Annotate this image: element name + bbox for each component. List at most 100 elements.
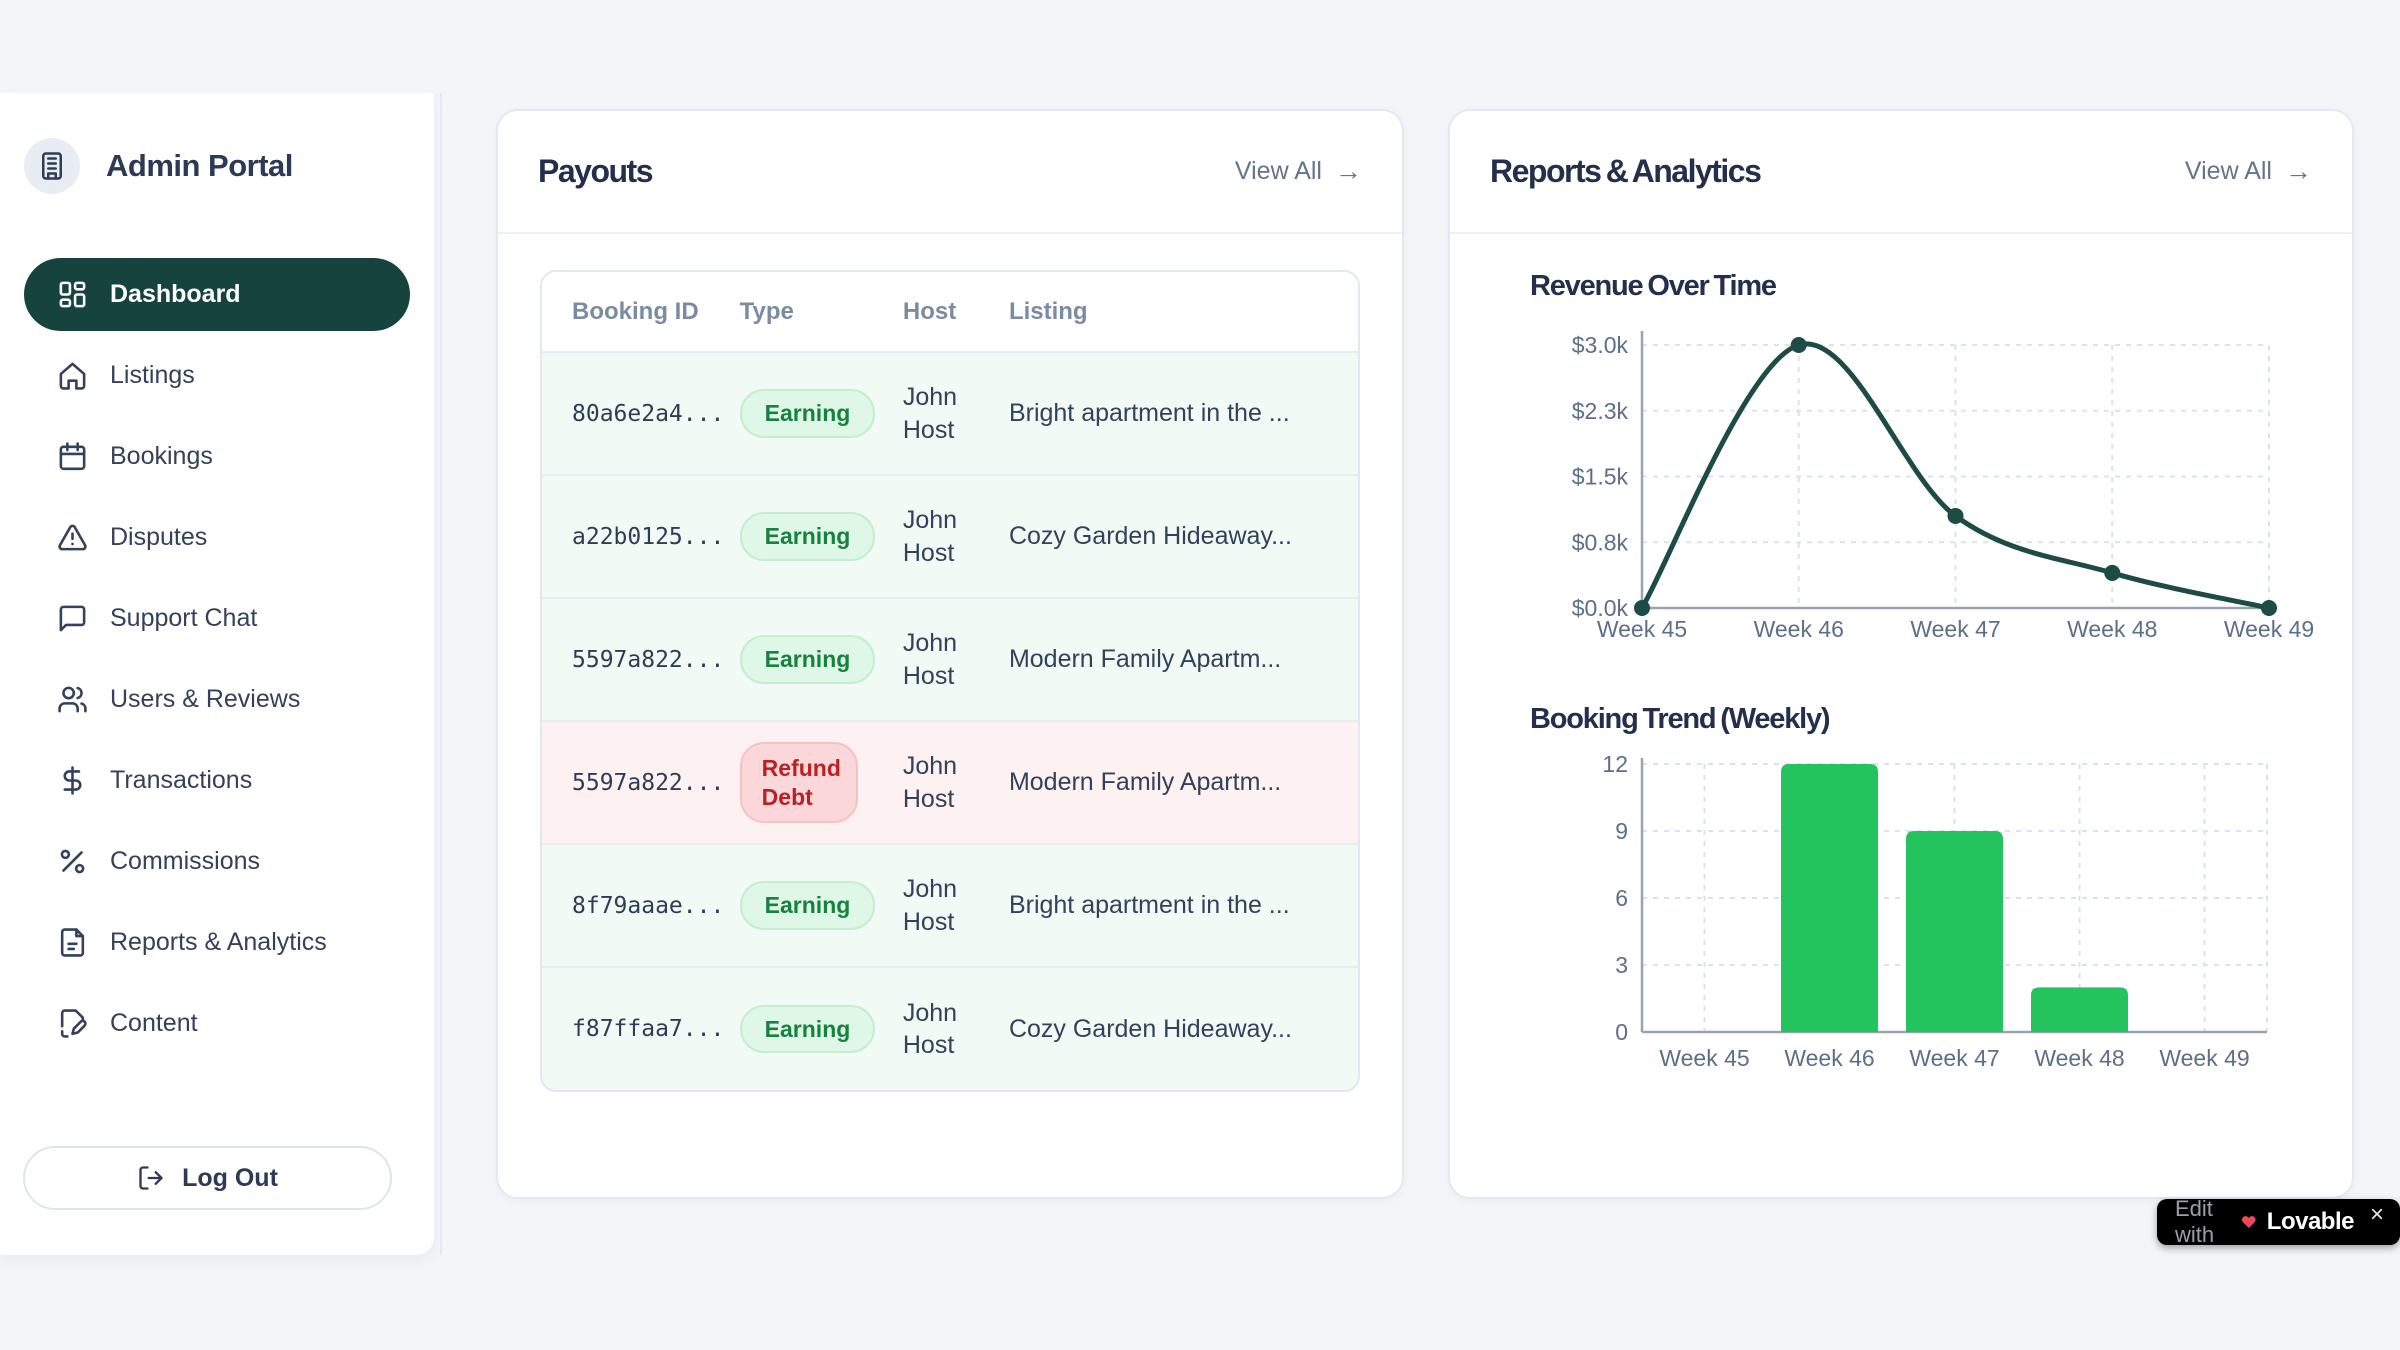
booking-trend-bar-chart: 0 3 6 9 12 Week 45 Week 46 Week 47 Week 48 Week 4… (1602, 751, 2268, 1071)
logout-icon (137, 1164, 165, 1192)
svg-text:Week 45: Week 45 (1659, 1045, 1749, 1071)
dollar-icon (63, 766, 82, 795)
edit-with-lovable-badge[interactable]: Edit with Lovable × (2157, 1196, 2400, 1247)
sidebar-item-bookings[interactable]: Bookings (24, 420, 410, 493)
close-icon[interactable]: × (2369, 1201, 2384, 1228)
host-cell: John Host (902, 629, 958, 690)
svg-text:Week 45: Week 45 (1597, 616, 1687, 642)
svg-text:$1.5k: $1.5k (1572, 464, 1629, 490)
svg-text:12: 12 (1602, 751, 1628, 777)
booking-id-cell: 5597a822... (572, 769, 725, 796)
lovable-brand-label: Lovable (2266, 1208, 2355, 1235)
svg-text:Week 49: Week 49 (2224, 616, 2314, 642)
column-header-type: Type (729, 272, 893, 353)
sidebar-item-label: Bookings (110, 442, 213, 470)
revenue-chart-title: Revenue Over Time (1530, 270, 1777, 302)
host-cell: John Host (902, 752, 958, 813)
arrow-right-icon: → (1335, 156, 1362, 186)
svg-text:Week 46: Week 46 (1754, 616, 1844, 642)
type-cell: Earning (730, 844, 893, 967)
svg-text:$3.0k: $3.0k (1572, 332, 1629, 358)
payouts-view-all-label: View All (1234, 157, 1322, 185)
sidebar: Admin Portal Dashboard Listings Bookings Di… (0, 93, 434, 1255)
svg-text:Week 47: Week 47 (1910, 616, 2000, 642)
brand: Admin Portal (0, 93, 434, 194)
app-title: Admin Portal (106, 148, 293, 183)
sidebar-item-transactions[interactable]: Transactions (24, 744, 410, 817)
heart-icon (2242, 1216, 2256, 1229)
warning-triangle-icon (58, 524, 87, 551)
listing-cell: Modern Family Apartm... (1008, 645, 1282, 673)
percent-icon (60, 849, 85, 874)
type-cell: Earning (730, 352, 893, 475)
column-header-listing: Listing (998, 272, 1358, 353)
sidebar-item-label: Content (110, 1009, 198, 1037)
sidebar-item-dashboard[interactable]: Dashboard (24, 258, 410, 331)
svg-text:Week 48: Week 48 (2034, 1045, 2124, 1071)
sidebar-item-label: Transactions (110, 766, 253, 794)
payout-row: 8f79aaae... Earning John Host Bright apartm… (542, 844, 1358, 967)
booking-id-cell: a22b0125... (572, 523, 725, 550)
sidebar-item-disputes[interactable]: Disputes (24, 501, 410, 574)
users-icon (58, 686, 87, 713)
svg-text:Week 49: Week 49 (2159, 1045, 2249, 1071)
chat-bubble-icon (59, 605, 86, 632)
host-cell: John Host (902, 998, 958, 1060)
sidebar-item-content[interactable]: Content (24, 987, 410, 1060)
booking-id-cell: 5597a822... (572, 646, 725, 673)
column-header-host: Host (892, 272, 999, 353)
payout-row: 80a6e2a4... Earning John Host Bright apartm… (542, 352, 1358, 475)
listing-cell: Bright apartment in the ... (1008, 399, 1290, 427)
type-cell: Earning (730, 598, 893, 721)
document-icon (60, 928, 85, 957)
svg-text:Week 47: Week 47 (1909, 1045, 1999, 1071)
sidebar-item-label: Users & Reviews (110, 685, 301, 713)
svg-text:$0.0k: $0.0k (1572, 595, 1629, 621)
payouts-card-header: Payouts View All → (498, 111, 1402, 234)
svg-text:Week 46: Week 46 (1784, 1045, 1874, 1071)
sidebar-item-commissions[interactable]: Commissions (24, 825, 410, 898)
host-cell: John Host (902, 383, 958, 444)
logout-label: Log Out (182, 1163, 278, 1192)
booking-trend-chart-title: Booking Trend (Weekly) (1530, 703, 1831, 735)
sidebar-item-listings[interactable]: Listings (24, 339, 410, 412)
svg-text:3: 3 (1615, 952, 1628, 978)
svg-text:9: 9 (1615, 818, 1628, 844)
logout-button[interactable]: Log Out (23, 1146, 392, 1210)
dashboard-grid-icon (59, 281, 86, 308)
type-badge: Earning (739, 389, 876, 438)
sidebar-item-reports-analytics[interactable]: Reports & Analytics (24, 906, 410, 979)
sidebar-nav: Dashboard Listings Bookings Disputes Support… (0, 258, 434, 1060)
sidebar-item-label: Listings (110, 361, 195, 389)
calendar-icon (59, 442, 86, 471)
payout-row: f87ffaa7... Earning John Host Cozy Garden H… (542, 967, 1358, 1090)
home-icon (59, 362, 86, 390)
svg-text:Week 48: Week 48 (2067, 616, 2157, 642)
sidebar-item-label: Commissions (110, 847, 261, 875)
reports-card: Reports & Analytics View All → Revenue O… (1448, 109, 2354, 1199)
type-badge: Earning (739, 881, 876, 930)
listing-cell: Cozy Garden Hideaway... (1008, 1014, 1292, 1043)
listing-cell: Cozy Garden Hideaway... (1008, 522, 1292, 550)
payouts-table-header-row: Booking ID Type Host Listing (542, 272, 1358, 353)
payout-row: a22b0125... Earning John Host Cozy Garden H… (542, 475, 1358, 598)
reports-view-all-label: View All (2184, 157, 2272, 185)
svg-text:0: 0 (1615, 1019, 1628, 1045)
payouts-title: Payouts (538, 153, 653, 189)
sidebar-item-users-reviews[interactable]: Users & Reviews (24, 663, 410, 736)
payouts-card: Payouts View All → Booking ID Type Host Lis… (496, 109, 1404, 1199)
payout-row: 5597a822... Refund Debt John Host Modern Fa… (542, 721, 1358, 844)
booking-id-cell: 80a6e2a4... (572, 400, 725, 427)
payouts-view-all-link[interactable]: View All → (1235, 157, 1362, 186)
reports-title: Reports & Analytics (1490, 153, 1762, 189)
sidebar-item-support-chat[interactable]: Support Chat (24, 582, 410, 655)
type-badge: Refund Debt (739, 741, 858, 824)
lovable-prefix-label: Edit with (2175, 1196, 2215, 1247)
reports-card-header: Reports & Analytics View All → (1450, 111, 2352, 234)
sidebar-item-label: Reports & Analytics (110, 928, 327, 956)
svg-text:$0.8k: $0.8k (1572, 529, 1629, 555)
reports-view-all-link[interactable]: View All → (2185, 157, 2312, 186)
sidebar-item-label: Disputes (110, 523, 208, 551)
